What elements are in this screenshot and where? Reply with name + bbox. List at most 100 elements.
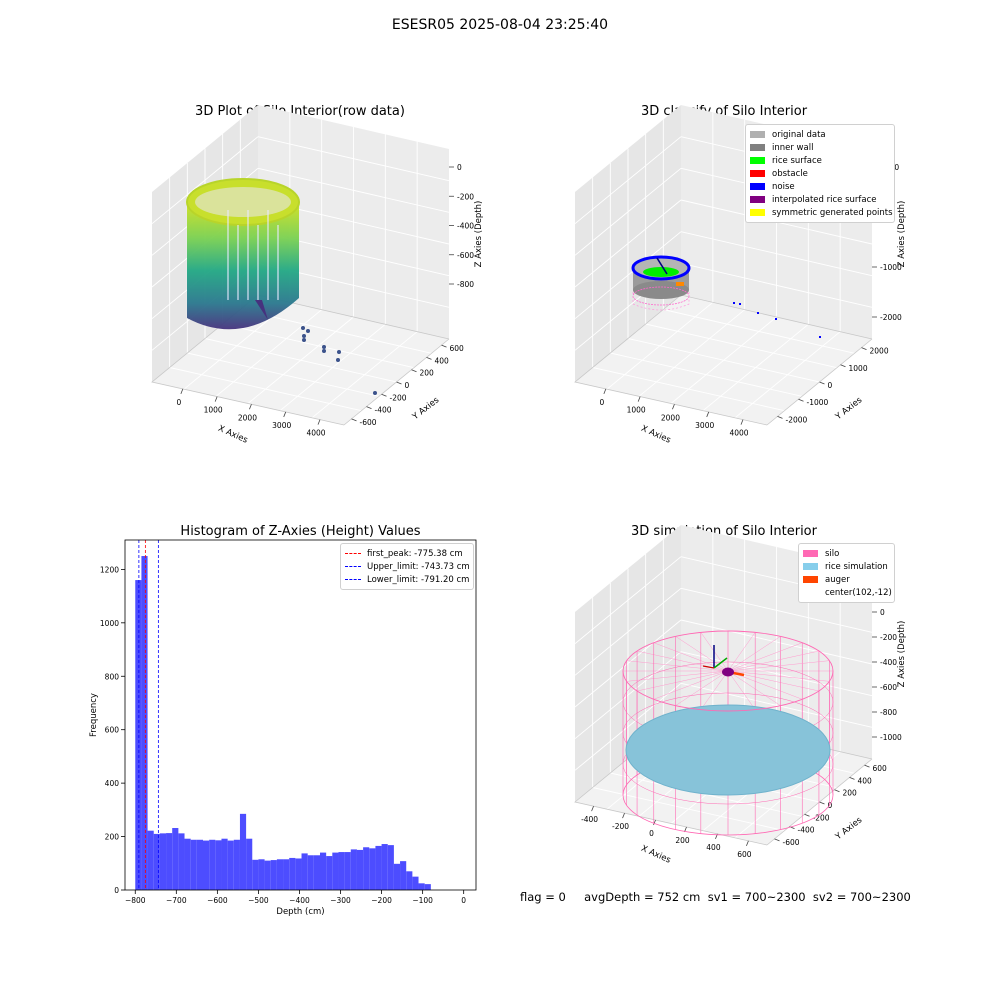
legend-label: symmetric generated points [772, 207, 893, 218]
sim-y-tick-label: -400 [798, 826, 815, 835]
axis-arrow-x [702, 665, 715, 669]
sim-y-tick-label: -200 [813, 813, 830, 822]
legend-item: rice surface [750, 154, 890, 167]
silo-roof-wire [637, 670, 729, 692]
histogram-bar [252, 859, 259, 890]
raw-y-tick-label: 600 [450, 344, 465, 353]
raw-z-tick-label: -200 [457, 192, 474, 201]
y-tick-label: 800 [105, 672, 120, 681]
legend-item: auger [803, 573, 890, 586]
outlier-point [301, 326, 305, 330]
raw-x-tick [249, 404, 252, 410]
histogram-bar [264, 860, 271, 890]
histogram-bar [239, 813, 247, 890]
outlier-point [306, 329, 310, 333]
histogram-bar [381, 844, 388, 890]
legend-patch [803, 563, 818, 570]
classify-x-tick [740, 419, 744, 425]
histogram-bar [326, 856, 333, 890]
classify-y-tick-label: -1000 [807, 398, 829, 407]
histogram-bar [363, 847, 370, 890]
interpolated-surface-mesh [632, 292, 690, 311]
histogram-frame [124, 539, 477, 891]
legend-patch [750, 144, 765, 151]
raw-y-tick-label: 400 [435, 356, 450, 365]
raw-y-tick-label: 200 [420, 369, 435, 378]
raw-y-tick-label: -400 [375, 406, 392, 415]
sim-y-tick-label: 600 [873, 764, 888, 773]
histogram-bar [313, 855, 320, 890]
legend-label: obstacle [772, 168, 808, 179]
x-tick-label: −700 [166, 896, 187, 905]
raw-x-tick-label: 2000 [238, 413, 257, 422]
panel3-title: Histogram of Z-Axies (Height) Values [180, 524, 421, 539]
raw-z-axis-label: Z Axies (Depth) [474, 201, 484, 268]
histogram-bar [350, 849, 357, 890]
histogram-bar [184, 838, 191, 890]
histogram-bar [233, 839, 240, 890]
auger-center [722, 667, 734, 677]
sim-z-tick-label: -600 [880, 683, 897, 692]
silo-roof-wire [675, 636, 729, 672]
silo-roof-wire [675, 670, 729, 706]
legend-patch [750, 170, 765, 177]
sim-z-tick-label: -1000 [880, 733, 902, 742]
x-tick-label: −300 [330, 896, 351, 905]
noise-point [819, 336, 821, 338]
histogram-bar [406, 871, 413, 890]
histogram-bar [141, 556, 148, 890]
histogram-bar [203, 840, 210, 890]
sim-x-tick-label: -200 [612, 822, 629, 831]
silo-roof-wire [626, 660, 729, 672]
raw-x-tick-label: 1000 [204, 406, 223, 415]
raw-x-tick-label: 0 [176, 398, 181, 407]
sim-z-tick-label: -200 [880, 633, 897, 642]
legend-item: silo [803, 547, 890, 560]
classify-y-tick [819, 381, 825, 385]
raw-z-tick-label: 0 [457, 163, 462, 172]
histogram-bar [344, 852, 351, 890]
legend-patch [750, 183, 765, 190]
histogram-bar [283, 859, 290, 890]
raw-y-tick [441, 344, 447, 348]
outlier-point [336, 358, 340, 362]
legend-label: inner wall [772, 142, 814, 153]
histogram-legend: first_peak: -775.38 cm Upper_limit: -743… [340, 543, 474, 590]
histogram-bar [153, 833, 160, 890]
classify-x-tick [672, 404, 675, 410]
x-tick-label: −400 [289, 896, 310, 905]
raw-z-tick-label: -400 [457, 222, 474, 231]
sim-x-axis-label: X Axies [639, 844, 672, 866]
raw-x-tick [214, 396, 218, 402]
legend-item: rice simulation [803, 560, 890, 573]
histogram-bar [209, 839, 216, 890]
classify-z-axis-label: Z Axies (Depth) [897, 201, 907, 268]
classify-y-tick-label: 2000 [870, 347, 889, 356]
raw-y-tick [396, 381, 402, 385]
legend-label: center(102,-12) [825, 587, 892, 598]
obstacle-points [656, 257, 668, 275]
histogram-bar [215, 840, 222, 890]
legend-label: interpolated rice surface [772, 194, 877, 205]
legend-label: silo [825, 548, 840, 559]
sim-z-axis-label: Z Axies (Depth) [897, 621, 907, 688]
simulation-scene [622, 630, 834, 836]
histogram-bar [424, 884, 431, 890]
histogram-bar [356, 849, 364, 890]
legend-item: noise [750, 180, 890, 193]
classify-z-tick-label: -1000 [880, 263, 902, 272]
sim-y-axis-label: Y Axies [833, 815, 865, 843]
raw-x-axis-label: X Axies [216, 424, 249, 446]
histogram-bar [332, 852, 339, 890]
raw-x-tick [180, 388, 184, 395]
sim-x-tick-label: 600 [737, 850, 752, 859]
silo-roof-wire [727, 670, 781, 706]
legend-item: Upper_limit: -743.73 cm [345, 560, 470, 573]
sim-x-tick-label: -400 [581, 815, 598, 824]
classify-point-cloud [631, 255, 821, 338]
raw-x-tick [317, 419, 321, 425]
outlier-point [302, 334, 306, 338]
legend-label: original data [772, 129, 826, 140]
noise-point [775, 318, 777, 320]
x-tick-label: −500 [248, 896, 269, 905]
